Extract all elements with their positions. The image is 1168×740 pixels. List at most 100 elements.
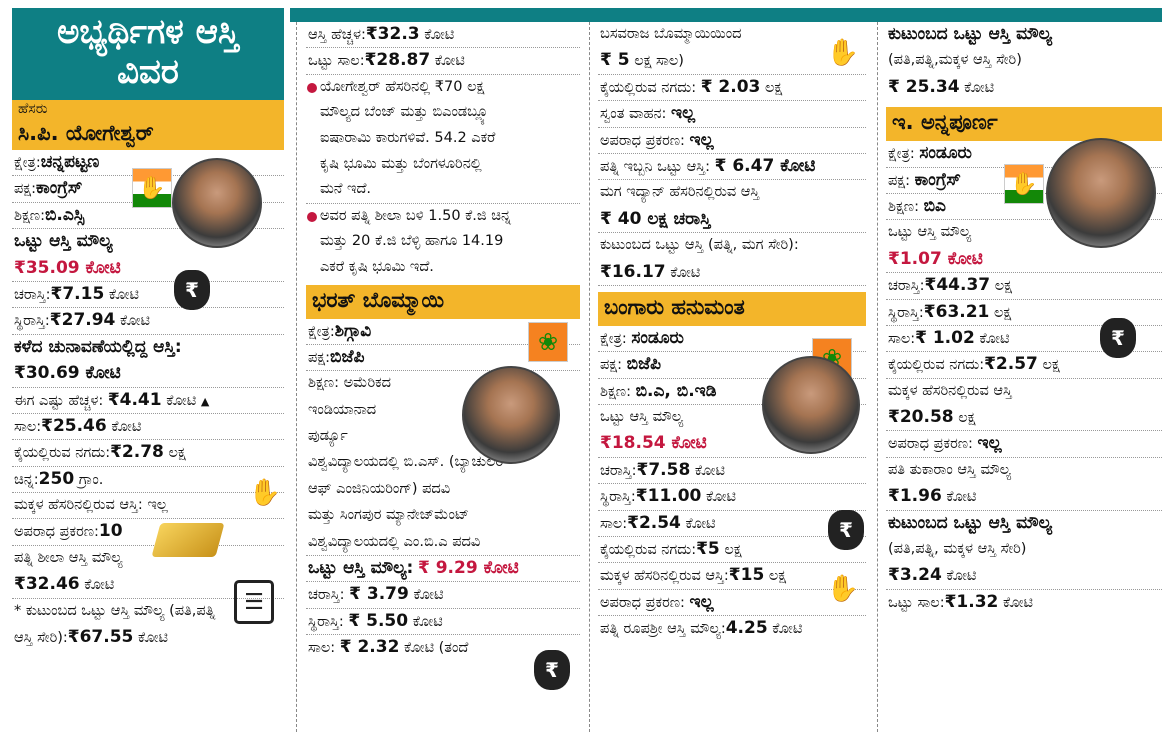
total-assets-label: ಒಟ್ಟು ಆಸ್ತಿ ಮೌಲ್ಯ bbox=[600, 409, 684, 426]
bullet-wife-gold: ಅವರ ಪತ್ನಿ ಶೀಲಾ ಬಳಿ 1.50 ಕೆ.ಜಿ ಚಿನ್ನ ಮತ್ತ… bbox=[306, 204, 580, 281]
bullet-icon bbox=[307, 82, 317, 93]
education-row: ಶಿಕ್ಷಣ: ಬಿ.ಎ, ಬಿ.ಇಡಿ bbox=[598, 379, 866, 406]
money-bag-icon: ₹ bbox=[534, 650, 570, 690]
children-assets-label: ಮಕ್ಕಳ ಹೆಸರಿನಲ್ಲಿರುವ ಆಸ್ತಿ bbox=[888, 382, 1012, 399]
money-bag-icon: ₹ bbox=[174, 270, 210, 310]
constituency-row: ಕ್ಷೇತ್ರ: ಸಂಡೂರು bbox=[598, 326, 866, 353]
total-debt-row: ಒಟ್ಟು ಸಾಲ:₹28.87 ಕೋಟಿ bbox=[306, 48, 580, 75]
total-assets-row: ಒಟ್ಟು ಆಸ್ತಿ ಮೌಲ್ಯ: ₹ 9.29 ಕೋಟಿ bbox=[306, 556, 580, 583]
family-assets-sub: (ಪತಿ,ಪತ್ನಿ, ಮಕ್ಕಳ ಆಸ್ತಿ ಸೇರಿ) bbox=[888, 541, 1027, 558]
education-line: ಪುರ್ಡ್ಯೂ bbox=[308, 428, 348, 445]
candidate-photo bbox=[762, 356, 860, 454]
party-row: ಪಕ್ಷ: ಬಿಜೆಪಿ bbox=[598, 352, 866, 379]
family-assets-label: ಕುಟುಂಬದ ಒಟ್ಟು ಆಸ್ತಿ ಮೌಲ್ಯ bbox=[888, 24, 1053, 44]
candidate-yogeshwar-column: ಅಭ್ಯರ್ಥಿಗಳ ಆಸ್ತಿ ವಿವರ ಹೆಸರು ಸಿ.ಪಿ. ಯೋಗೇಶ… bbox=[12, 8, 284, 651]
wife-assets-row: ಪತ್ನಿ ಇಬ್ಬನಿ ಒಟ್ಟು ಆಸ್ತಿ: ₹ 6.47 ಕೋಟಿ bbox=[598, 154, 866, 181]
debt-row: ಸಾಲ: ₹ 2.32 ಕೋಟಿ (ತಂದೆ bbox=[308, 637, 469, 658]
cash-row: ಕೈಯಲ್ಲಿರುವ ನಗದು: ₹ 2.03 ಲಕ್ಷ bbox=[598, 75, 866, 102]
husband-assets-value: ₹1.96 ಕೋಟಿ bbox=[886, 484, 1162, 511]
children-assets-row: ಮಕ್ಕಳ ಹೆಸರಿನಲ್ಲಿರುವ ಆಸ್ತಿ: ಇಲ್ಲ bbox=[12, 493, 284, 520]
congress-hand-icon: ✋ bbox=[132, 168, 172, 208]
total-assets-value: ₹35.09 ಕೋಟಿ bbox=[12, 256, 284, 282]
cash-row: ಕೈಯಲ್ಲಿರುವ ನಗದು:₹5 ಲಕ್ಷ bbox=[598, 537, 866, 564]
previous-assets-value: ₹30.69 ಕೋಟಿ bbox=[12, 361, 284, 388]
candidate-name: ಭರತ್ ಬೊಮ್ಮಾಯಿ bbox=[306, 284, 580, 319]
debt-continuation: ₹ 5 ಲಕ್ಷ ಸಾಲ) bbox=[598, 48, 866, 75]
vehicle-row: ಸ್ವಂತ ವಾಹನ: ಇಲ್ಲ bbox=[598, 101, 866, 128]
immovable-row: ಸ್ಥಿರಾಸ್ತಿ:₹63.21 ಲಕ್ಷ bbox=[886, 300, 1162, 326]
children-assets-row: ಮಕ್ಕಳ ಹೆಸರಿನಲ್ಲಿರುವ ಆಸ್ತಿ:₹15 ಲಕ್ಷ bbox=[598, 563, 866, 590]
column-4: ಕುಟುಂಬದ ಒಟ್ಟು ಆಸ್ತಿ ಮೌಲ್ಯ (ಪತಿ,ಪತ್ನಿ,ಮಕ್… bbox=[886, 22, 1162, 616]
constituency-row: ಕ್ಷೇತ್ರ:ಶಿಗ್ಗಾವಿ bbox=[306, 319, 580, 345]
debt-continuation: ಬಸವರಾಜ ಬೊಮ್ಮಾಯಿಯಿಂದ bbox=[600, 26, 742, 42]
immovable-row: ಸ್ಥಿರಾಸ್ತಿ: ₹ 5.50 ಕೋಟಿ bbox=[306, 609, 580, 636]
education-line: ಶಿಕ್ಷಣ: ಅಮೆರಿಕದ bbox=[308, 375, 392, 392]
column-divider bbox=[296, 22, 297, 732]
family-assets-value: ₹3.24 ಕೋಟಿ bbox=[886, 563, 1162, 590]
family-assets-sub: (ಪತಿ,ಪತ್ನಿ,ಮಕ್ಕಳ ಆಸ್ತಿ ಸೇರಿ) bbox=[888, 52, 1022, 69]
gold-bars-icon bbox=[151, 523, 225, 557]
cash-row: ಕೈಯಲ್ಲಿರುವ ನಗದು:₹2.57 ಲಕ್ಷ bbox=[886, 352, 1162, 379]
hand-cash-icon: ✋ bbox=[826, 38, 860, 68]
family-assets-value: ₹ 25.34 ಕೋಟಿ bbox=[888, 76, 995, 97]
column-divider bbox=[877, 22, 878, 732]
assets-increase-row: ಆಸ್ತಿ ಹೆಚ್ಚಳ:₹32.3 ಕೋಟಿ bbox=[306, 22, 580, 49]
candidate-photo bbox=[462, 366, 560, 464]
total-assets-label: ಒಟ್ಟು ಆಸ್ತಿ ಮೌಲ್ಯ bbox=[888, 224, 972, 241]
arrow-up-icon: ▲ bbox=[200, 394, 210, 408]
title-line-2: ವಿವರ bbox=[117, 52, 179, 92]
party-row: ಪಕ್ಷ:ಬಿಜೆಪಿ bbox=[306, 345, 580, 372]
criminal-cases-row: ಅಪರಾಧ ಪ್ರಕರಣ: ಇಲ್ಲ bbox=[598, 590, 866, 617]
total-assets-value: ₹1.07 ಕೋಟಿ bbox=[886, 247, 1162, 274]
education-row: ಶಿಕ್ಷಣ:ಬಿ.ಎಸ್ಸಿ bbox=[12, 203, 284, 230]
debt-row: ಸಾಲ:₹2.54 ಕೋಟಿ bbox=[598, 511, 866, 538]
wife-assets-row: ಪತ್ನಿ ರೂಪಶ್ರೀ ಆಸ್ತಿ ಮೌಲ್ಯ:4.25 ಕೋಟಿ bbox=[600, 618, 803, 639]
column-3: ಬಸವರಾಜ ಬೊಮ್ಮಾಯಿಯಿಂದ ₹ 5 ಲಕ್ಷ ಸಾಲ) ಕೈಯಲ್ಲ… bbox=[598, 22, 866, 643]
criminal-cases-row: ಅಪರಾಧ ಪ್ರಕರಣ:10 bbox=[12, 519, 284, 546]
money-bag-icon: ₹ bbox=[1100, 318, 1136, 358]
hand-cash-icon: ✋ bbox=[826, 574, 860, 604]
bullet-yogeshwar-cars: ಯೋಗೇಶ್ವರ್ ಹೆಸರಿನಲ್ಲಿ ₹70 ಲಕ್ಷ ಮೌಲ್ಯದ ಬೆಂ… bbox=[306, 75, 580, 204]
son-assets-value: ₹ 40 ಲಕ್ಷ ಚರಾಸ್ತಿ bbox=[598, 207, 866, 234]
family-assets-label: ಕುಟುಂಬದ ಒಟ್ಟು ಆಸ್ತಿ (ಪತ್ನಿ, ಮಗ ಸೇರಿ): bbox=[600, 237, 799, 254]
movable-row: ಚರಾಸ್ತಿ:₹44.37 ಲಕ್ಷ bbox=[886, 273, 1162, 300]
total-debt-row: ಒಟ್ಟು ಸಾಲ:₹1.32 ಕೋಟಿ bbox=[888, 591, 1033, 612]
criminal-cases-row: ಅಪರಾಧ ಪ್ರಕರಣ: ಇಲ್ಲ bbox=[598, 128, 866, 154]
increase-row: ಈಗ ಎಷ್ಟು ಹೆಚ್ಚಳ: ₹4.41 ಕೋಟಿ ▲ bbox=[12, 388, 284, 414]
bullet-icon bbox=[307, 211, 317, 222]
education-row: ಶಿಕ್ಷಣ: ಬಿಎ bbox=[886, 194, 1162, 221]
education-line: ವಿಶ್ವವಿದ್ಯಾಲಯದಲ್ಲಿ ಎಂ.ಬಿ.ಎ ಪದವಿ bbox=[306, 530, 580, 557]
children-assets-value: ₹20.58 ಲಕ್ಷ bbox=[886, 405, 1162, 432]
bjp-lotus-icon: ❀ bbox=[528, 322, 568, 362]
gold-row: ಚಿನ್ನ:250 ಗ್ರಾಂ. bbox=[12, 467, 284, 494]
husband-assets-label: ಪತಿ ತುಕಾರಾಂ ಆಸ್ತಿ ಮೌಲ್ಯ bbox=[888, 461, 1012, 478]
previous-assets-label: ಕಳೆದ ಚುನಾವಣೆಯಲ್ಲಿದ್ದ ಆಸ್ತಿ: bbox=[14, 336, 182, 357]
movable-row: ಚರಾಸ್ತಿ:₹7.58 ಕೋಟಿ bbox=[598, 458, 866, 485]
name-label: ಹೆಸರು bbox=[12, 100, 284, 118]
money-bag-icon: ₹ bbox=[828, 510, 864, 550]
family-assets-label: ಕುಟುಂಬದ ಒಟ್ಟು ಆಸ್ತಿ ಮೌಲ್ಯ bbox=[888, 512, 1053, 533]
criminal-cases-row: ಅಪರಾಧ ಪ್ರಕರಣ: ಇಲ್ಲ bbox=[886, 431, 1162, 458]
education-line: ಆಫ್ ಎಂಜಿನಿಯರಿಂಗ್) ಪದವಿ bbox=[308, 480, 451, 497]
education-line: ಇಂಡಿಯಾನಾದ bbox=[308, 401, 377, 418]
debt-row: ಸಾಲ:₹25.46 ಕೋಟಿ bbox=[12, 414, 284, 441]
candidate-name: ಸಿ.ಪಿ. ಯೋಗೇಶ್ವರ್ bbox=[12, 118, 284, 150]
candidate-name: ಬಂಗಾರು ಹನುಮಂತ bbox=[598, 291, 866, 326]
column-divider bbox=[589, 22, 590, 732]
education-line: ಮತ್ತು ಸಿಂಗಪುರ ಮ್ಯಾನೇಜ್‌ಮೆಂಟ್ bbox=[308, 507, 470, 524]
candidate-photo bbox=[172, 158, 262, 248]
movable-row: ಚರಾಸ್ತಿ:₹7.15 ಕೋಟಿ bbox=[12, 282, 284, 309]
candidate-photo bbox=[1046, 138, 1156, 248]
family-assets-label: * ಕುಟುಂಬದ ಒಟ್ಟು ಆಸ್ತಿ ಮೌಲ್ಯ (ಪತಿ,ಪತ್ನಿ bbox=[14, 602, 216, 619]
total-assets-label: ಒಟ್ಟು ಆಸ್ತಿ ಮೌಲ್ಯ bbox=[14, 231, 113, 252]
hand-cash-icon: ✋ bbox=[248, 478, 282, 508]
wife-assets-label: ಪತ್ನಿ ಶೀಲಾ ಆಸ್ತಿ ಮೌಲ್ಯ bbox=[14, 549, 123, 566]
cash-row: ಕೈಯಲ್ಲಿರುವ ನಗದು:₹2.78 ಲಕ್ಷ bbox=[12, 440, 284, 467]
candidate-name: ಇ. ಅನ್ನಪೂರ್ಣ bbox=[886, 107, 1162, 142]
family-assets-value: ₹16.17 ಕೋಟಿ bbox=[598, 260, 866, 286]
congress-hand-icon: ✋ bbox=[1004, 164, 1044, 204]
title-line-1: ಅಭ್ಯರ್ಥಿಗಳ ಆಸ್ತಿ bbox=[57, 12, 239, 52]
immovable-row: ಸ್ಥಿರಾಸ್ತಿ:₹11.00 ಕೋಟಿ bbox=[598, 484, 866, 511]
wife-assets-value: ₹32.46 ಕೋಟಿ bbox=[12, 572, 284, 599]
debt-row: ಸಾಲ:₹ 1.02 ಕೋಟಿ bbox=[886, 326, 1162, 353]
